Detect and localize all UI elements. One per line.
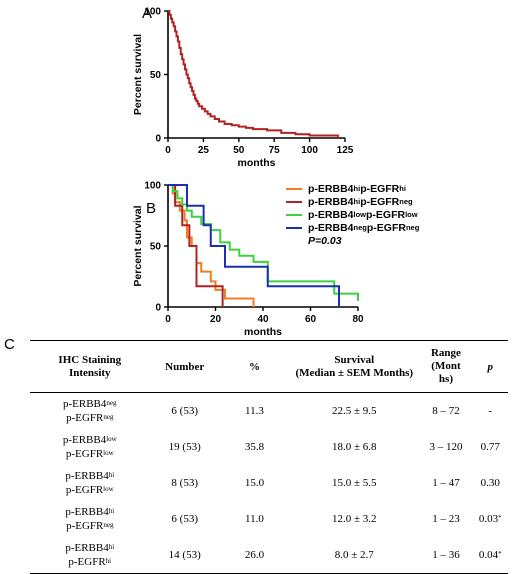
cell-number: 6 (53)	[171, 405, 198, 417]
x-tick-label: 80	[352, 314, 364, 325]
y-tick-label: 100	[144, 7, 161, 18]
survival-curve	[168, 10, 339, 138]
cell-p: -	[488, 405, 493, 417]
legend-swatch	[286, 187, 302, 190]
cell-number: 19 (53)	[168, 441, 201, 453]
x-tick-label: 0	[165, 314, 171, 325]
cell-range: 8 – 72	[432, 405, 460, 417]
cell-intensity: p-ERBB4low p-EGFRlow	[62, 434, 117, 460]
survival-chart-overall: 0 50 100 0 25 50 75 100 125 months Percent surviva…	[132, 7, 354, 170]
cell-p: 0.03*	[478, 513, 502, 525]
cell-number: 6 (53)	[171, 513, 198, 525]
x-tick-label: 100	[301, 145, 318, 156]
legend-pvalue: P=0.03	[308, 234, 342, 247]
cell-range: 1 – 47	[432, 477, 460, 489]
cell-survival: 22.5 ± 9.5	[332, 405, 377, 417]
cell-intensity: p-ERBB4neg p-EGFRneg	[63, 398, 117, 424]
cell-percent: 26.0	[219, 537, 290, 574]
y-tick-label: 0	[155, 303, 161, 314]
y-axis-label: Percent survival	[132, 205, 144, 286]
x-tick-label: 50	[233, 145, 245, 156]
panel-letter-a: A	[142, 5, 153, 22]
legend-item: p-ERBB4 neg p-EGFR neg	[286, 221, 419, 234]
table-row: p-ERBB4hi p-EGFRlow 8 (53) 15.0 15.0 ± 5.5 1 …	[30, 465, 508, 501]
cell-intensity: p-ERBB4hi p-EGFRhi	[30, 537, 150, 574]
survival-curve	[168, 184, 224, 307]
y-tick-label: 0	[155, 134, 161, 145]
cell-p: 0.04*	[472, 537, 508, 574]
cell-p: 0.30	[480, 477, 500, 489]
table-row: p-ERBB4hi p-EGFRhi 14 (53) 26.0 8.0 ± 2.7 1 –…	[30, 537, 508, 574]
x-tick-label: 60	[305, 314, 317, 325]
cell-survival: 8.0 ± 2.7	[289, 537, 420, 574]
x-axis-label: months	[244, 326, 282, 338]
cell-p: 0.77	[480, 441, 500, 453]
x-tick-label: 40	[257, 314, 269, 325]
survival-table: IHC Staining Intensity Number % Survival(…	[30, 340, 508, 574]
header-p: p	[472, 340, 508, 393]
header-range: Range (Mont hs)	[419, 340, 473, 393]
legend-swatch	[286, 200, 302, 203]
cell-range: 1 – 23	[432, 513, 460, 525]
cell-range: 1 – 36	[419, 537, 473, 574]
table-row: p-ERBB4neg p-EGFRneg 6 (53) 11.3 22.5 ± 9.5 8…	[30, 393, 508, 430]
header-intensity: IHC Staining Intensity	[30, 340, 150, 393]
cell-survival: 15.0 ± 5.5	[332, 477, 377, 489]
y-tick-label: 50	[150, 70, 162, 81]
x-tick-label: 20	[210, 314, 222, 325]
y-tick-label: 50	[150, 242, 162, 253]
header-survival: Survival (Median ± SEM Months)	[289, 340, 420, 393]
survival-chart-by-group: 0 50 100 0 20 40 60 80 months Percent survival	[132, 181, 364, 339]
x-tick-label: 125	[337, 145, 354, 156]
cell-survival: 18.0 ± 6.8	[332, 441, 377, 453]
cell-intensity: p-ERBB4hi p-EGFRneg	[65, 506, 115, 532]
header-percent: %	[219, 340, 290, 393]
cell-number: 14 (53)	[149, 537, 220, 574]
cell-intensity: p-ERBB4hi p-EGFRlow	[65, 470, 115, 496]
panel-letter-c: C	[4, 336, 15, 353]
cell-number: 8 (53)	[171, 477, 198, 489]
legend-item: p-ERBB4 hi p-EGFR hi	[286, 182, 419, 195]
legend-item: p-ERBB4 low p-EGFR low	[286, 208, 419, 221]
x-axis-label: months	[238, 157, 276, 169]
legend-item: p-ERBB4 hi p-EGFR neg	[286, 195, 419, 208]
chart-legend: p-ERBB4 hi p-EGFR hi p-ERBB4 hi p-EGFR neg p…	[286, 182, 419, 247]
x-tick-label: 25	[198, 145, 210, 156]
y-axis-label: Percent survival	[132, 34, 144, 115]
header-number: Number	[149, 340, 220, 393]
x-tick-label: 75	[269, 145, 281, 156]
y-tick-label: 100	[144, 181, 161, 192]
table-row: p-ERBB4hi p-EGFRneg 6 (53) 11.0 12.0 ± 3.2 1 …	[30, 501, 508, 537]
cell-survival: 12.0 ± 3.2	[332, 513, 377, 525]
table-row: p-ERBB4low p-EGFRlow 19 (53) 35.8 18.0 ± 6.8…	[30, 429, 508, 465]
table-header-row: IHC Staining Intensity Number % Survival(…	[30, 340, 508, 393]
legend-swatch	[286, 213, 302, 216]
panel-letter-b: B	[146, 200, 157, 217]
cell-percent: 11.0	[245, 513, 264, 525]
survival-curve	[168, 184, 340, 307]
x-tick-label: 0	[165, 145, 171, 156]
significance-star: *	[498, 514, 502, 522]
significance-star: *	[498, 550, 502, 558]
cell-percent: 35.8	[244, 441, 265, 453]
cell-percent: 15.0	[244, 477, 265, 489]
cell-percent: 11.3	[245, 405, 264, 417]
legend-swatch	[286, 226, 302, 229]
cell-range: 3 – 120	[429, 441, 463, 453]
